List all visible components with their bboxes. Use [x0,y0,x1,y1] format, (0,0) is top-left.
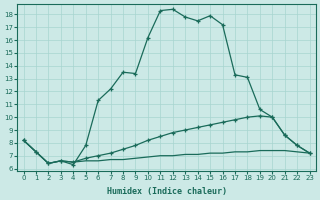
X-axis label: Humidex (Indice chaleur): Humidex (Indice chaleur) [107,187,227,196]
